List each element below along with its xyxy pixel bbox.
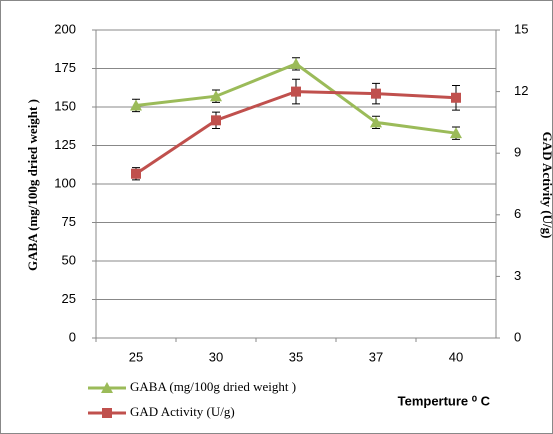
- y-tick-label: 100: [54, 175, 76, 190]
- y-tick-label: 25: [62, 291, 76, 306]
- y-tick-label: 50: [62, 252, 76, 267]
- legend-label: GAD Activity (U/g): [130, 404, 235, 419]
- marker: [450, 127, 462, 139]
- marker: [291, 86, 301, 97]
- marker: [101, 382, 113, 393]
- marker: [290, 57, 302, 69]
- marker: [131, 168, 141, 179]
- y2-tick-label: 6: [514, 206, 521, 221]
- y2-tick-label: 3: [514, 268, 521, 283]
- x-axis-label: Temperture ⁰ C: [398, 393, 491, 408]
- y2-tick-label: 0: [514, 329, 521, 344]
- y2-tick-label: 12: [514, 83, 528, 98]
- marker: [102, 408, 112, 418]
- y-axis-label: GABA (mg/100g dried weight ): [25, 99, 40, 271]
- y-tick-label: 75: [62, 214, 76, 229]
- marker: [130, 99, 142, 111]
- y-tick-label: 150: [54, 98, 76, 113]
- y-tick-label: 175: [54, 60, 76, 75]
- x-tick-label: 30: [209, 349, 223, 364]
- x-tick-label: 35: [289, 349, 303, 364]
- x-tick-label: 37: [369, 349, 383, 364]
- marker: [210, 90, 222, 102]
- y2-tick-label: 15: [514, 21, 528, 36]
- marker: [370, 116, 382, 128]
- marker: [371, 88, 381, 99]
- y2-axis-label: GAD Activity (U/g): [540, 132, 553, 239]
- y2-tick-label: 9: [514, 145, 521, 160]
- x-tick-label: 40: [449, 349, 463, 364]
- y-tick-label: 200: [54, 21, 76, 36]
- x-tick-label: 25: [129, 349, 143, 364]
- marker: [211, 115, 221, 126]
- marker: [451, 92, 461, 103]
- legend-label: GABA (mg/100g dried weight ): [130, 379, 296, 394]
- y-tick-label: 0: [69, 329, 76, 344]
- y-tick-label: 125: [54, 137, 76, 152]
